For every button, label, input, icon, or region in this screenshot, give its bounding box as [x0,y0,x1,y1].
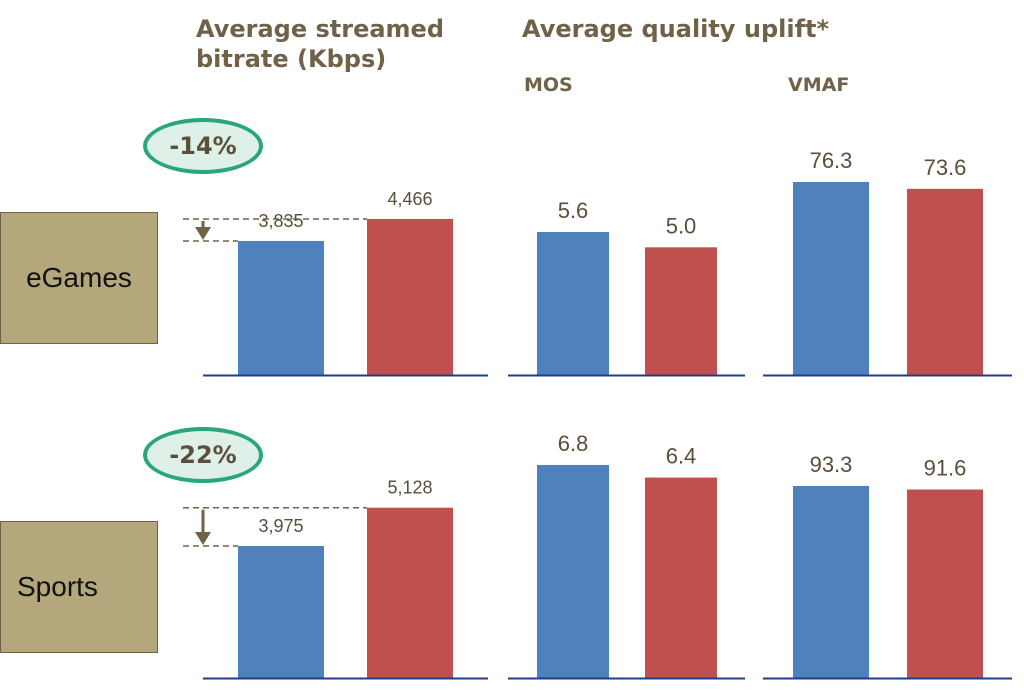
data-label: 3,975 [258,516,303,536]
bar [907,188,983,375]
bar [537,465,609,678]
bitrate-header: Average streamed bitrate (Kbps) [196,15,445,73]
row-label-egames: eGames [0,212,158,344]
bar [907,489,983,678]
bar [645,247,717,375]
bar [793,182,869,375]
data-label: 76.3 [810,148,853,173]
data-label: 5.6 [558,198,589,223]
chart-panel-sports-4: 6.8 6.4 [508,431,745,680]
bar [367,507,453,678]
reduction-badge-egames: -14% [143,118,263,174]
reduction-badge-sports: -22% [143,427,263,483]
chart-panel-sports-3: 3,975 5,128 [183,478,488,680]
reduction-arrow-head [195,227,211,240]
row-label-sports: Sports [0,521,158,653]
bar [537,232,609,375]
bar [238,546,324,678]
bar [238,241,324,375]
data-label: 73.6 [924,155,967,180]
bar [793,486,869,678]
data-label: 4,466 [387,189,432,209]
data-label: 91.6 [924,455,967,480]
quality-header: Average quality uplift* [522,15,830,43]
chart-panel-egames-1: 5.6 5.0 [508,198,745,377]
chart-panel-sports-5: 93.3 91.6 [763,452,1012,680]
chart-panel-egames-0: 3,835 4,466 [183,189,488,377]
data-label: 3,835 [258,211,303,231]
mos-header: MOS [524,74,573,96]
data-label: 6.8 [558,431,589,456]
data-label: 5,128 [387,478,432,498]
chart-panel-egames-2: 76.3 73.6 [763,148,1012,377]
reduction-arrow-head [195,532,211,545]
bar [645,477,717,678]
data-label: 6.4 [666,444,697,469]
vmaf-header: VMAF [788,74,850,96]
data-label: 93.3 [810,452,853,477]
data-label: 5.0 [666,213,697,238]
bar [367,218,453,375]
